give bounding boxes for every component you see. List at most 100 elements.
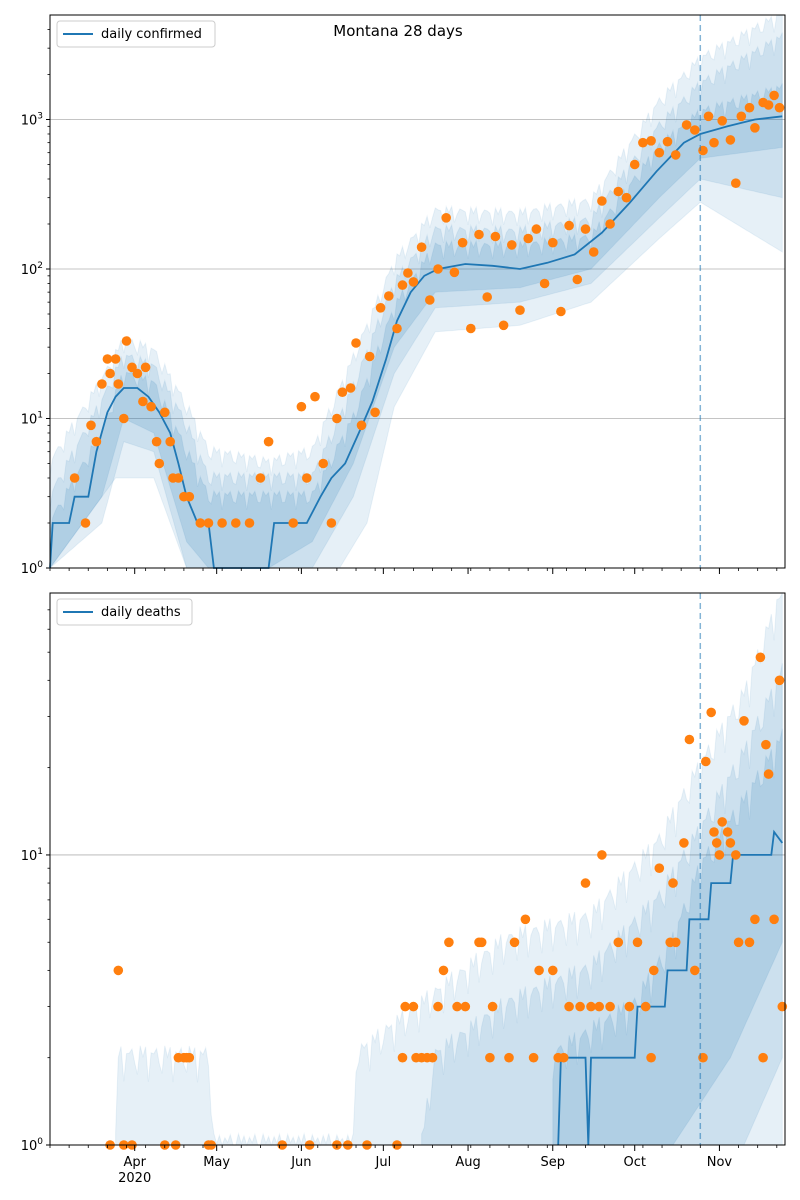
observed-point bbox=[91, 436, 102, 447]
observed-point bbox=[173, 473, 184, 483]
observed-point bbox=[709, 137, 719, 148]
observed-point bbox=[140, 362, 151, 373]
legend-label: daily confirmed bbox=[101, 27, 202, 42]
y-tick-label: 101 bbox=[21, 410, 43, 427]
observed-point bbox=[184, 1052, 195, 1063]
observed-point bbox=[105, 368, 115, 379]
observed-point bbox=[711, 838, 722, 848]
deaths-x-ticks: Apr May Jun Jul Aug Sep Oct Nov 2020 bbox=[49, 1145, 778, 1186]
confirmed-legend: daily confirmed bbox=[56, 20, 216, 48]
observed-point bbox=[586, 1001, 596, 1012]
observed-point bbox=[318, 458, 329, 469]
observed-point bbox=[485, 1052, 495, 1063]
observed-point bbox=[384, 291, 394, 301]
observed-point bbox=[597, 196, 607, 206]
observed-point bbox=[498, 320, 509, 331]
deaths-observed-points bbox=[105, 652, 788, 1150]
x-tick-label: May bbox=[203, 1155, 230, 1170]
observed-point bbox=[575, 1001, 585, 1012]
x-tick-label: Jun bbox=[290, 1155, 311, 1170]
chart-title: Montana 28 days bbox=[333, 22, 463, 40]
observed-point bbox=[375, 303, 386, 313]
observed-point bbox=[654, 147, 665, 158]
observed-point bbox=[755, 652, 766, 663]
observed-point bbox=[649, 965, 659, 976]
confirmed-panel: 100 101 102 103 Montana 28 days daily co… bbox=[21, 14, 786, 577]
observed-point bbox=[717, 116, 727, 126]
observed-point bbox=[466, 323, 476, 334]
observed-point bbox=[400, 1001, 411, 1012]
observed-point bbox=[416, 242, 427, 252]
observed-point bbox=[244, 518, 255, 528]
observed-point bbox=[605, 219, 615, 229]
confirmed-observed-points bbox=[69, 90, 785, 528]
observed-point bbox=[184, 491, 195, 502]
observed-point bbox=[534, 965, 544, 976]
observed-point bbox=[433, 264, 443, 274]
observed-point bbox=[621, 192, 632, 203]
observed-point bbox=[646, 136, 656, 146]
observed-point bbox=[80, 518, 91, 528]
observed-point bbox=[86, 420, 96, 431]
observed-point bbox=[146, 401, 156, 412]
legend-label: daily deaths bbox=[101, 605, 181, 620]
observed-point bbox=[670, 937, 681, 948]
observed-point bbox=[345, 383, 356, 393]
observed-point bbox=[255, 473, 266, 483]
deaths-panel: 100 101 Apr May Jun Jul Aug Sep Oct Nov … bbox=[21, 592, 788, 1186]
observed-point bbox=[654, 863, 665, 873]
observed-point bbox=[684, 734, 695, 745]
observed-point bbox=[433, 1001, 443, 1012]
observed-point bbox=[528, 1052, 539, 1063]
observed-point bbox=[160, 407, 170, 418]
observed-point bbox=[564, 220, 574, 231]
observed-point bbox=[231, 518, 241, 528]
observed-point bbox=[662, 136, 673, 147]
observed-point bbox=[397, 280, 408, 290]
deaths-y-ticks: 100 101 bbox=[21, 847, 44, 1154]
observed-point bbox=[763, 100, 774, 110]
observed-point bbox=[690, 965, 700, 976]
observed-point bbox=[690, 125, 700, 135]
observed-point bbox=[332, 413, 342, 424]
observed-point bbox=[113, 965, 124, 976]
observed-point bbox=[427, 1052, 438, 1063]
observed-point bbox=[668, 878, 678, 888]
observed-point bbox=[487, 1001, 498, 1012]
observed-point bbox=[722, 827, 733, 837]
observed-point bbox=[624, 1001, 635, 1012]
x-tick-label: Oct bbox=[623, 1155, 645, 1170]
observed-point bbox=[750, 123, 760, 133]
observed-point bbox=[482, 292, 493, 302]
observed-point bbox=[714, 850, 725, 860]
observed-point bbox=[632, 937, 643, 948]
observed-point bbox=[548, 237, 558, 248]
observed-point bbox=[750, 914, 760, 925]
observed-point bbox=[132, 368, 143, 379]
observed-point bbox=[523, 233, 533, 244]
observed-point bbox=[531, 224, 542, 234]
observed-point bbox=[288, 518, 299, 528]
observed-point bbox=[403, 268, 413, 278]
observed-point bbox=[138, 396, 148, 407]
observed-point bbox=[408, 1001, 419, 1012]
observed-point bbox=[706, 707, 716, 718]
observed-point bbox=[580, 224, 591, 234]
observed-point bbox=[709, 827, 719, 837]
observed-point bbox=[556, 306, 566, 317]
observed-point bbox=[679, 838, 689, 848]
observed-point bbox=[758, 1052, 768, 1063]
observed-point bbox=[774, 675, 785, 686]
observed-point bbox=[425, 295, 435, 305]
observed-point bbox=[774, 102, 785, 113]
y-tick-label: 100 bbox=[21, 1137, 44, 1154]
observed-point bbox=[408, 277, 419, 287]
observed-point bbox=[717, 817, 727, 827]
observed-point bbox=[646, 1052, 656, 1063]
observed-point bbox=[449, 267, 460, 278]
deaths-legend: daily deaths bbox=[56, 598, 193, 626]
confirmed-x-ticks bbox=[49, 568, 778, 574]
legend-box bbox=[56, 20, 216, 48]
observed-point bbox=[203, 518, 214, 528]
